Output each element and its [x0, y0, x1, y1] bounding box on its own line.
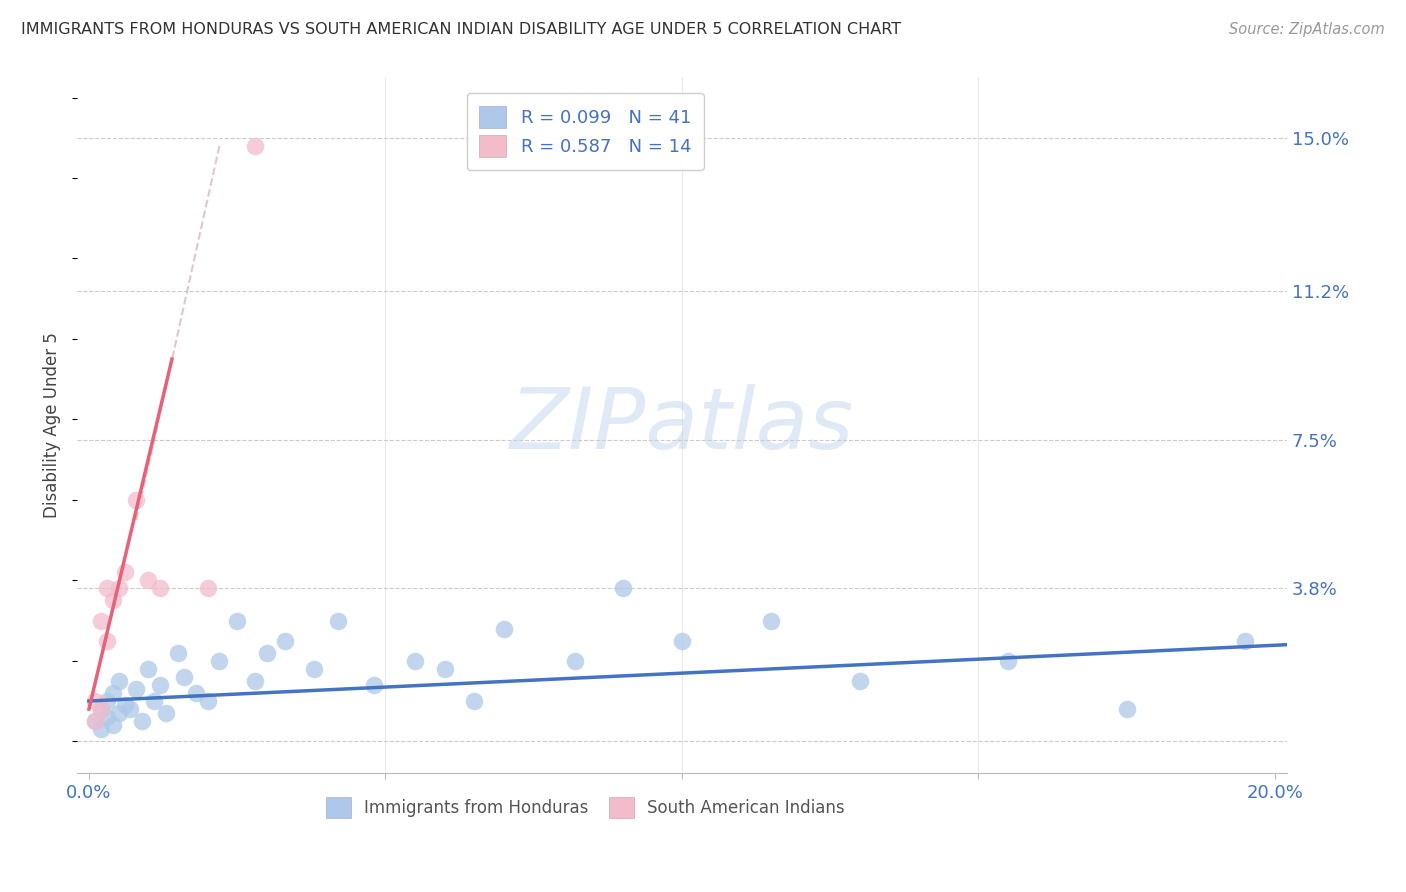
Point	[125, 681, 148, 696]
Point	[243, 138, 266, 153]
Point	[101, 593, 124, 607]
Y-axis label: Disability Age Under 5: Disability Age Under 5	[44, 333, 60, 518]
Point	[849, 673, 872, 688]
Point	[90, 702, 112, 716]
Point	[96, 582, 118, 596]
Point	[612, 582, 634, 596]
Point	[90, 614, 112, 628]
Point	[90, 702, 112, 716]
Point	[101, 718, 124, 732]
Point	[107, 706, 129, 720]
Point	[208, 654, 231, 668]
Point	[173, 670, 195, 684]
Point	[143, 694, 166, 708]
Text: ZIPatlas: ZIPatlas	[510, 384, 853, 467]
Legend: Immigrants from Honduras, South American Indians: Immigrants from Honduras, South American…	[319, 790, 851, 824]
Point	[155, 706, 177, 720]
Point	[96, 710, 118, 724]
Point	[363, 678, 385, 692]
Point	[125, 492, 148, 507]
Point	[83, 694, 105, 708]
Point	[149, 678, 172, 692]
Point	[494, 622, 516, 636]
Point	[463, 694, 485, 708]
Point	[83, 714, 105, 728]
Text: IMMIGRANTS FROM HONDURAS VS SOUTH AMERICAN INDIAN DISABILITY AGE UNDER 5 CORRELA: IMMIGRANTS FROM HONDURAS VS SOUTH AMERIC…	[21, 22, 901, 37]
Point	[404, 654, 426, 668]
Point	[107, 582, 129, 596]
Point	[759, 614, 782, 628]
Point	[131, 714, 153, 728]
Point	[671, 633, 693, 648]
Point	[149, 582, 172, 596]
Point	[114, 566, 136, 580]
Point	[564, 654, 586, 668]
Point	[83, 714, 105, 728]
Point	[256, 646, 278, 660]
Point	[96, 694, 118, 708]
Point	[136, 574, 159, 588]
Point	[184, 686, 207, 700]
Point	[304, 662, 326, 676]
Point	[273, 633, 295, 648]
Point	[197, 694, 219, 708]
Point	[101, 686, 124, 700]
Point	[90, 722, 112, 736]
Text: Source: ZipAtlas.com: Source: ZipAtlas.com	[1229, 22, 1385, 37]
Point	[226, 614, 249, 628]
Point	[326, 614, 349, 628]
Point	[997, 654, 1019, 668]
Point	[114, 698, 136, 712]
Point	[167, 646, 190, 660]
Point	[1234, 633, 1257, 648]
Point	[1115, 702, 1137, 716]
Point	[136, 662, 159, 676]
Point	[197, 582, 219, 596]
Point	[120, 702, 142, 716]
Point	[243, 673, 266, 688]
Point	[107, 673, 129, 688]
Point	[433, 662, 456, 676]
Point	[96, 633, 118, 648]
